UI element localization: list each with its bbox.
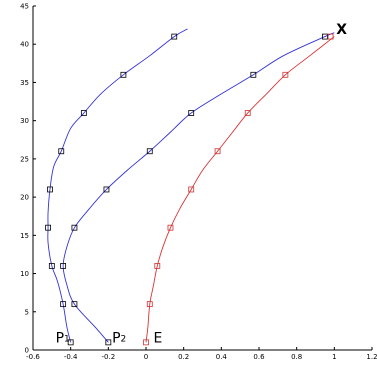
series-2-point bbox=[71, 301, 78, 308]
series-3-point bbox=[188, 186, 195, 193]
series-2-point bbox=[250, 71, 257, 78]
annotation-subscript: 1 bbox=[64, 334, 70, 344]
series-3-point bbox=[146, 301, 153, 308]
y-tick-label: 0 bbox=[25, 347, 29, 355]
x-tick-label: 0.6 bbox=[253, 353, 265, 361]
annotation-p1: P1 bbox=[56, 330, 70, 346]
series-1-point bbox=[47, 186, 53, 193]
series-1-point bbox=[60, 301, 67, 308]
series-1-point bbox=[120, 71, 127, 78]
series-3-point bbox=[327, 33, 334, 40]
series-1-point bbox=[48, 263, 55, 269]
series-1-point bbox=[171, 33, 178, 40]
series-2-point bbox=[146, 148, 153, 155]
x-tick-label: -0.6 bbox=[26, 353, 40, 361]
series-2-point bbox=[103, 186, 110, 193]
x-tick-label: 1 bbox=[332, 353, 336, 361]
annotation-e: E bbox=[154, 330, 163, 346]
x-tick-label: 0 bbox=[144, 353, 148, 361]
series-2-point bbox=[322, 33, 328, 40]
y-tick-label: 15 bbox=[20, 232, 29, 240]
series-3-point bbox=[282, 71, 289, 78]
series-1-point bbox=[45, 224, 51, 231]
annotation-p2: P2 bbox=[112, 330, 126, 346]
series-2-point bbox=[105, 339, 112, 346]
series-1-line bbox=[47, 28, 188, 343]
x-tick-label: 0.4 bbox=[216, 353, 228, 361]
series-1-point bbox=[80, 110, 87, 116]
y-tick-label: 30 bbox=[20, 117, 29, 125]
series-3-point bbox=[143, 339, 149, 346]
series-2-point bbox=[188, 110, 195, 116]
x-tick-label: -0.2 bbox=[101, 353, 115, 361]
series-3-point bbox=[214, 148, 221, 155]
y-tick-label: 40 bbox=[20, 41, 29, 49]
y-tick-label: 5 bbox=[25, 308, 29, 316]
y-tick-label: 35 bbox=[20, 79, 29, 87]
series-2-point bbox=[60, 263, 67, 269]
x-tick-label: 0.8 bbox=[291, 353, 302, 361]
series-2-point bbox=[71, 224, 78, 231]
x-tick-label: 0.2 bbox=[178, 353, 189, 361]
annotation-subscript: 2 bbox=[121, 334, 127, 344]
y-tick-label: 10 bbox=[20, 270, 29, 278]
y-tick-label: 45 bbox=[20, 3, 29, 11]
series-1-point bbox=[67, 339, 74, 346]
series-3-point bbox=[244, 110, 251, 116]
series-3-line bbox=[145, 36, 335, 343]
y-tick-label: 20 bbox=[20, 194, 29, 202]
series-3-point bbox=[154, 263, 161, 269]
series-3-point bbox=[167, 224, 174, 231]
x-tick-label: -0.4 bbox=[64, 353, 78, 361]
annotation-x: X bbox=[336, 22, 347, 38]
y-tick-label: 25 bbox=[20, 155, 29, 163]
x-tick-label: 1.2 bbox=[366, 353, 377, 361]
series-1-point bbox=[58, 148, 65, 155]
